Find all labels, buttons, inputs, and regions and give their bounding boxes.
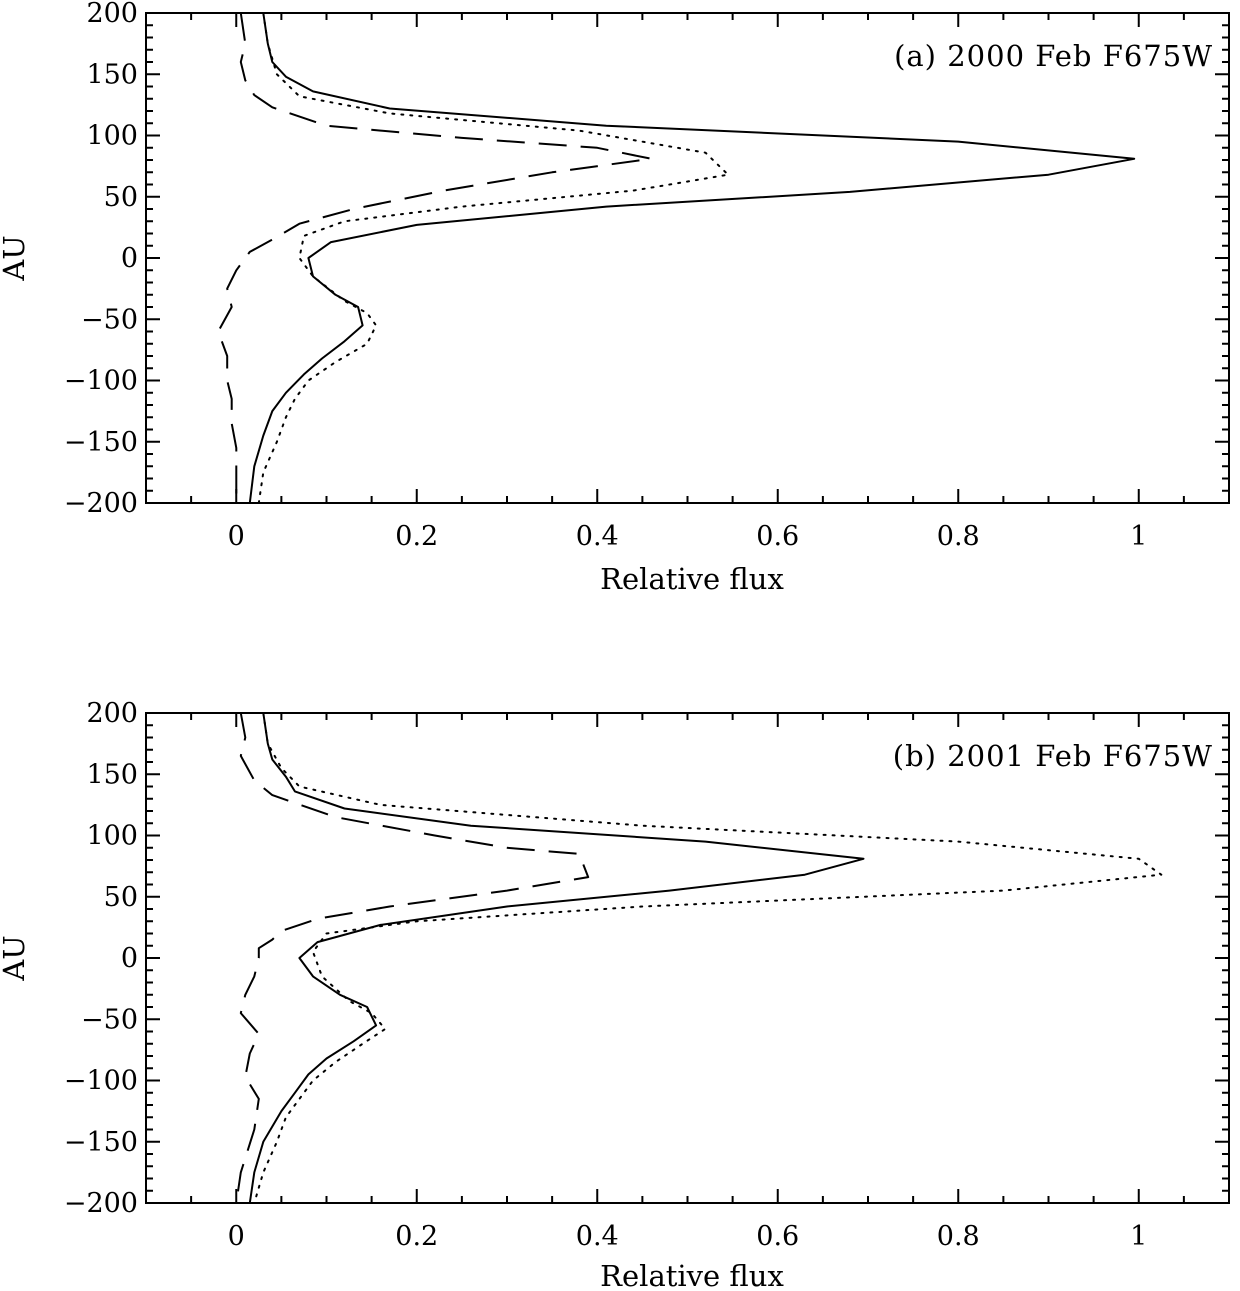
x-tick-label-b-0: 0 — [228, 1221, 245, 1252]
series-line-a-dashed — [217, 12, 653, 503]
series-b — [235, 712, 1163, 1204]
series-line-a-dotted — [257, 12, 730, 504]
y-tick-label-a-2: 100 — [86, 121, 138, 152]
y-tick-label-a-0: 200 — [86, 0, 138, 29]
x-tick-label-b-5: 1 — [1130, 1221, 1147, 1252]
y-tick-label-b-2: 100 — [86, 821, 138, 852]
y-tick-label-b-4: 0 — [121, 943, 138, 974]
y-axis-title-a: AU — [0, 235, 31, 281]
x-tick-label-a-5: 1 — [1130, 521, 1147, 552]
y-tick-label-b-6: −100 — [64, 1066, 138, 1097]
y-tick-label-a-3: 50 — [104, 182, 138, 213]
ticks-b — [145, 712, 1230, 1204]
x-tick-label-a-3: 0.6 — [756, 521, 799, 552]
x-tick-label-a-4: 0.8 — [937, 521, 980, 552]
plot-frame-b — [145, 712, 1230, 1204]
y-tick-label-a-6: −100 — [64, 366, 138, 397]
x-tick-label-b-3: 0.6 — [756, 1221, 799, 1252]
y-tick-label-a-4: 0 — [121, 243, 138, 274]
x-tick-label-b-2: 0.4 — [576, 1221, 619, 1252]
ticks-a — [145, 12, 1230, 504]
panel-title-a: (a) 2000 Feb F675W — [894, 39, 1213, 73]
panel-title-b: (b) 2001 Feb F675W — [893, 739, 1213, 773]
y-tick-label-b-3: 50 — [104, 882, 138, 913]
x-axis-title-a: Relative flux — [600, 562, 784, 596]
tick-labels-a: 0 0.2 0.4 0.6 0.8 1 200 150 100 50 0 −50 −100 −150 −20… — [64, 0, 1148, 552]
x-tick-label-a-0: 0 — [228, 521, 245, 552]
y-tick-label-b-7: −150 — [64, 1127, 138, 1158]
y-tick-label-b-1: 150 — [86, 759, 138, 790]
x-tick-label-a-2: 0.4 — [576, 521, 619, 552]
y-tick-label-a-8: −200 — [64, 488, 138, 519]
y-tick-label-b-0: 200 — [86, 698, 138, 729]
x-tick-label-b-4: 0.8 — [937, 1221, 980, 1252]
y-tick-label-a-5: −50 — [81, 304, 138, 335]
series-line-b-solid — [248, 712, 865, 1204]
y-axis-title-b: AU — [0, 935, 31, 981]
tick-labels-b: 0 0.2 0.4 0.6 0.8 1 200 150 100 50 0 −50 −100 −150 −20… — [64, 698, 1148, 1252]
y-tick-label-b-8: −200 — [64, 1188, 138, 1219]
x-tick-label-b-1: 0.2 — [395, 1221, 438, 1252]
y-tick-label-a-7: −150 — [64, 427, 138, 458]
panel-b: 0 0.2 0.4 0.6 0.8 1 200 150 100 50 0 −50 −100 −150 −20… — [0, 698, 1230, 1291]
series-line-b-dashed — [235, 712, 590, 1204]
y-tick-label-a-1: 150 — [86, 59, 138, 90]
series-line-b-dotted — [253, 712, 1163, 1204]
y-tick-label-b-5: −50 — [81, 1004, 138, 1035]
panel-a: 0 0.2 0.4 0.6 0.8 1 200 150 100 50 0 −50 −100 −150 −20… — [0, 0, 1230, 596]
x-tick-label-a-1: 0.2 — [395, 521, 438, 552]
x-axis-title-b: Relative flux — [600, 1259, 784, 1291]
series-a — [217, 12, 1136, 504]
series-line-a-solid — [248, 12, 1136, 504]
